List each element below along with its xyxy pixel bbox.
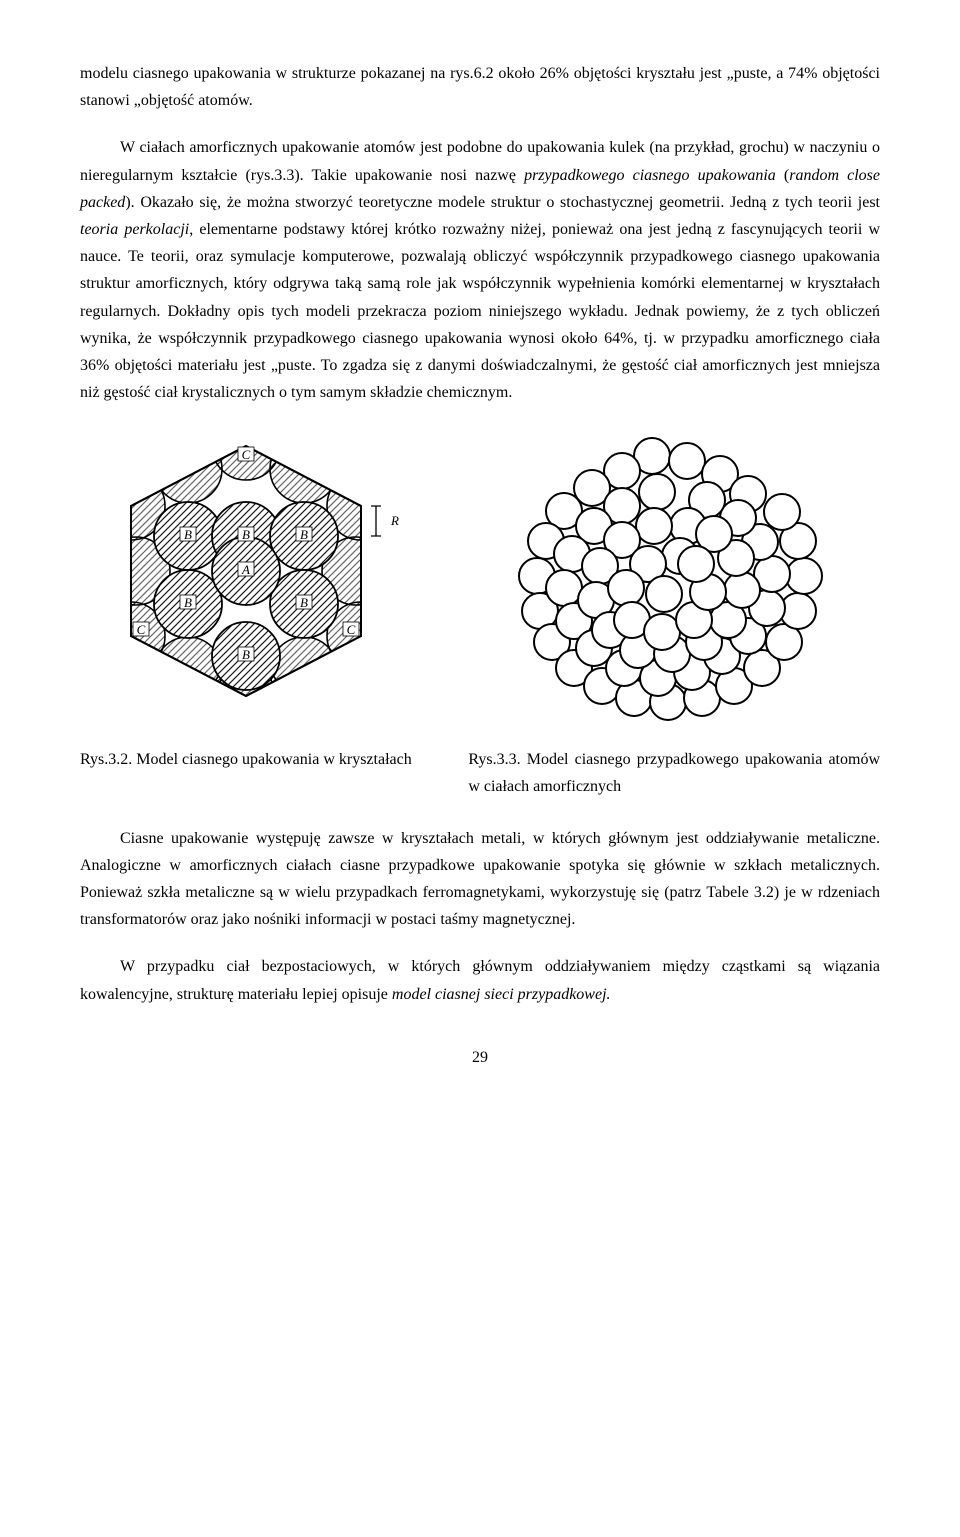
svg-text:C: C [137, 622, 146, 637]
svg-text:B: B [300, 527, 308, 542]
paragraph-2: W ciałach amorficznych upakowanie atomów… [80, 134, 880, 406]
figure-3-2: C C C B B B B B A B R [80, 436, 432, 716]
svg-text:R: R [390, 513, 399, 528]
svg-text:C: C [347, 622, 356, 637]
paragraph-4: W przypadku ciał bezpostaciowych, w któr… [80, 953, 880, 1007]
svg-text:B: B [242, 647, 250, 662]
figure-3-3 [464, 426, 880, 726]
svg-text:C: C [242, 447, 251, 462]
paragraph-1: modelu ciasnego upakowania w strukturze … [80, 60, 880, 114]
page-number: 29 [80, 1044, 880, 1071]
caption-3-2: Rys.3.2. Model ciasnego upakowania w kry… [80, 746, 428, 800]
svg-text:B: B [184, 527, 192, 542]
figures-row: C C C B B B B B A B R [80, 426, 880, 726]
captions-row: Rys.3.2. Model ciasnego upakowania w kry… [80, 746, 880, 800]
svg-text:A: A [241, 562, 250, 577]
paragraph-3: Ciasne upakowanie występuję zawsze w kry… [80, 825, 880, 934]
svg-text:B: B [300, 595, 308, 610]
svg-text:B: B [184, 595, 192, 610]
hex-packing-svg: C C C B B B B B A B R [106, 436, 406, 716]
random-packing-svg [502, 426, 842, 726]
svg-text:B: B [242, 527, 250, 542]
caption-3-3: Rys.3.3. Model ciasnego przypadkowego up… [468, 746, 880, 800]
